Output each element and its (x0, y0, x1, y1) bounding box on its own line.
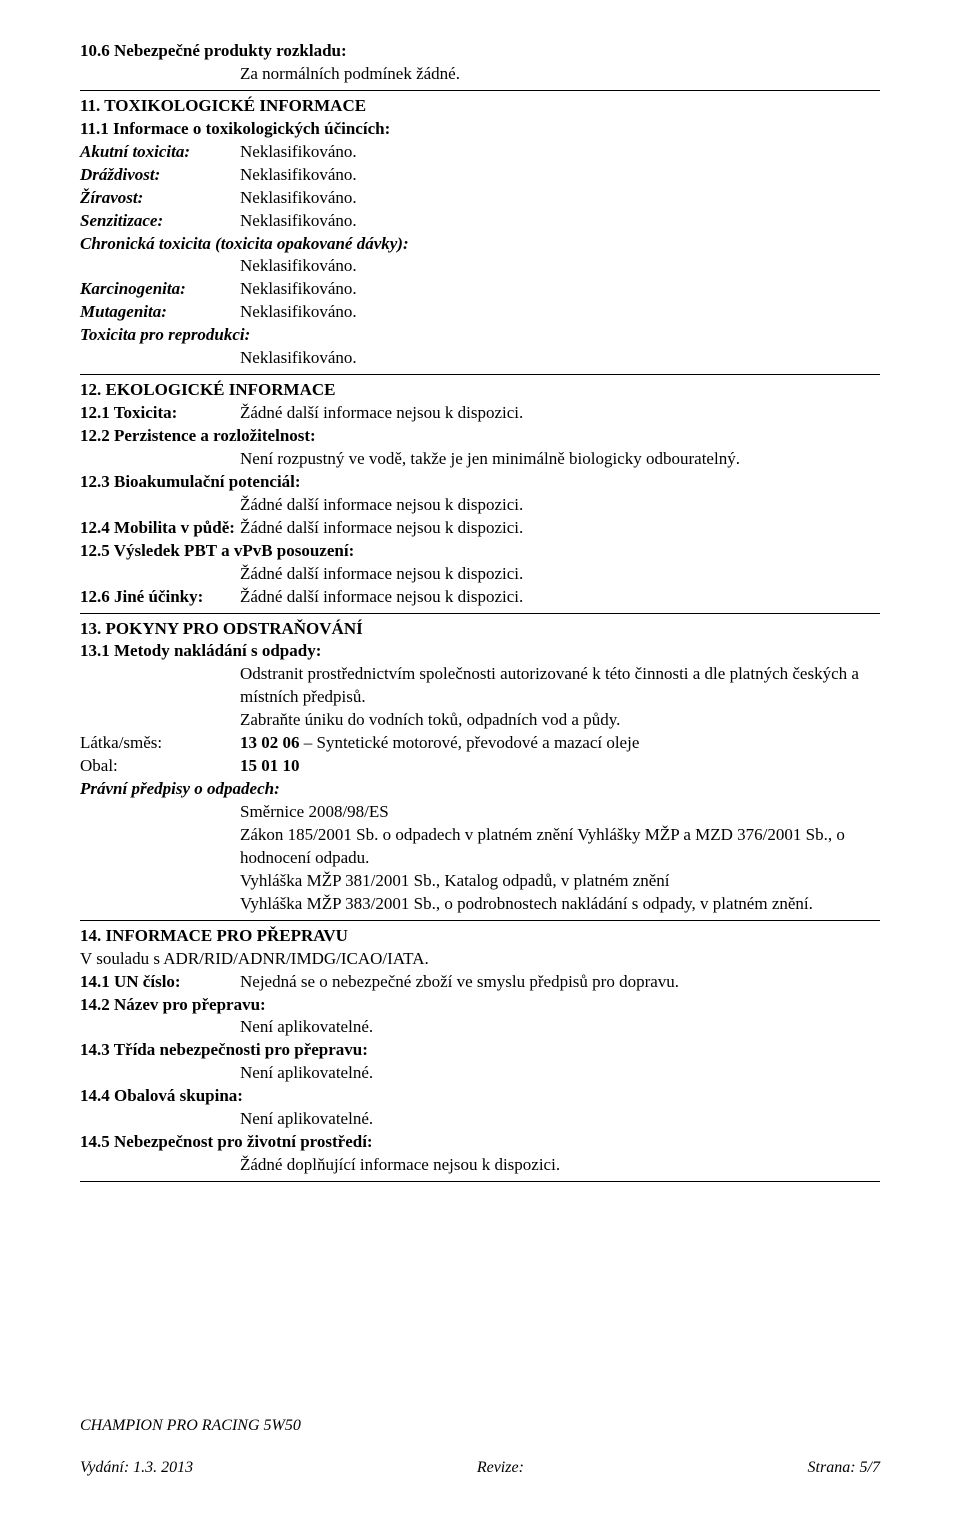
page-container: 10.6 Nebezpečné produkty rozkladu: Za no… (0, 0, 960, 1517)
s11-title: 11. TOXIKOLOGICKÉ INFORMACE (80, 95, 880, 118)
row-senzitizace: Senzitizace:Neklasifikováno. (80, 210, 880, 233)
s12-6-label: 12.6 Jiné účinky: (80, 586, 240, 609)
s14-3-label: 14.3 Třída nebezpečnosti pro přepravu: (80, 1039, 880, 1062)
latkasmes-label: Látka/směs: (80, 732, 240, 755)
senzitizace-label: Senzitizace: (80, 210, 240, 233)
s12-4-val: Žádné další informace nejsou k dispozici… (240, 518, 523, 537)
s13-title: 13. POKYNY PRO ODSTRAŇOVÁNÍ (80, 618, 880, 641)
pravni-2: Zákon 185/2001 Sb. o odpadech v platném … (80, 824, 880, 870)
footer-line: Vydání: 1.3. 2013 Revize: Strana: 5/7 (80, 1459, 880, 1477)
s14-1-label: 14.1 UN číslo: (80, 971, 240, 994)
s12-title: 12. EKOLOGICKÉ INFORMACE (80, 379, 880, 402)
s11-1-title: 11.1 Informace o toxikologických účincíc… (80, 118, 880, 141)
ziravost-val: Neklasifikováno. (240, 188, 357, 207)
s14-3-val: Není aplikovatelné. (80, 1062, 880, 1085)
s12-3-label: 12.3 Bioakumulační potenciál: (80, 471, 880, 494)
s14-5-val: Žádné doplňující informace nejsou k disp… (80, 1154, 880, 1177)
obal-val: 15 01 10 (240, 756, 300, 775)
row-akutni: Akutní toxicita:Neklasifikováno. (80, 141, 880, 164)
s12-5-val: Žádné další informace nejsou k dispozici… (80, 563, 880, 586)
footer-left: Vydání: 1.3. 2013 (80, 1459, 193, 1477)
akutni-label: Akutní toxicita: (80, 141, 240, 164)
row-12-6: 12.6 Jiné účinky:Žádné další informace n… (80, 586, 880, 609)
drazdivost-label: Dráždivost: (80, 164, 240, 187)
s14-4-val: Není aplikovatelné. (80, 1108, 880, 1131)
s10-6-title: 10.6 Nebezpečné produkty rozkladu: (80, 40, 880, 63)
divider (80, 374, 880, 375)
karcinogen-val: Neklasifikováno. (240, 279, 357, 298)
s13-1-p1: Odstranit prostřednictvím společnosti au… (80, 663, 880, 709)
divider (80, 1181, 880, 1182)
mutagen-val: Neklasifikováno. (240, 302, 357, 321)
divider (80, 613, 880, 614)
s10-6-text: Za normálních podmínek žádné. (80, 63, 880, 86)
latkasmes-text: – Syntetické motorové, převodové a mazac… (300, 733, 640, 752)
s12-1-label: 12.1 Toxicita: (80, 402, 240, 425)
s13-1-title: 13.1 Metody nakládání s odpady: (80, 640, 880, 663)
row-obal: Obal:15 01 10 (80, 755, 880, 778)
pravni-1: Směrnice 2008/98/ES (80, 801, 880, 824)
row-drazdivost: Dráždivost:Neklasifikováno. (80, 164, 880, 187)
row-mutagen: Mutagenita:Neklasifikováno. (80, 301, 880, 324)
pravni-label: Právní předpisy o odpadech: (80, 778, 880, 801)
s14-4-label: 14.4 Obalová skupina: (80, 1085, 880, 1108)
footer-right: Strana: 5/7 (808, 1459, 880, 1477)
divider (80, 920, 880, 921)
latkasmes-code: 13 02 06 (240, 733, 300, 752)
akutni-val: Neklasifikováno. (240, 142, 357, 161)
page-footer: CHAMPION PRO RACING 5W50 Vydání: 1.3. 20… (80, 1417, 880, 1477)
footer-product: CHAMPION PRO RACING 5W50 (80, 1417, 880, 1435)
s14-title: 14. INFORMACE PRO PŘEPRAVU (80, 925, 880, 948)
pravni-3: Vyhláška MŽP 381/2001 Sb., Katalog odpad… (80, 870, 880, 893)
s14-2-label: 14.2 Název pro přepravu: (80, 994, 880, 1017)
senzitizace-val: Neklasifikováno. (240, 211, 357, 230)
karcinogen-label: Karcinogenita: (80, 278, 240, 301)
s14-2-val: Není aplikovatelné. (80, 1016, 880, 1039)
s12-4-label: 12.4 Mobilita v půdě: (80, 517, 240, 540)
s12-3-val: Žádné další informace nejsou k dispozici… (80, 494, 880, 517)
footer-center: Revize: (477, 1459, 524, 1477)
row-12-1: 12.1 Toxicita:Žádné další informace nejs… (80, 402, 880, 425)
obal-label: Obal: (80, 755, 240, 778)
s12-1-val: Žádné další informace nejsou k dispozici… (240, 403, 523, 422)
toxrepro-val: Neklasifikováno. (80, 347, 880, 370)
s13-1-p2: Zabraňte úniku do vodních toků, odpadníc… (80, 709, 880, 732)
row-ziravost: Žíravost:Neklasifikováno. (80, 187, 880, 210)
row-karcinogen: Karcinogenita:Neklasifikováno. (80, 278, 880, 301)
s14-5-label: 14.5 Nebezpečnost pro životní prostředí: (80, 1131, 880, 1154)
toxrepro-label: Toxicita pro reprodukci: (80, 324, 880, 347)
s12-5-label: 12.5 Výsledek PBT a vPvB posouzení: (80, 540, 880, 563)
s12-2-label: 12.2 Perzistence a rozložitelnost: (80, 425, 880, 448)
s14-1-val: Nejedná se o nebezpečné zboží ve smyslu … (240, 972, 679, 991)
row-14-1: 14.1 UN číslo:Nejedná se o nebezpečné zb… (80, 971, 880, 994)
s12-6-val: Žádné další informace nejsou k dispozici… (240, 587, 523, 606)
s14-intro: V souladu s ADR/RID/ADNR/IMDG/ICAO/IATA. (80, 948, 880, 971)
drazdivost-val: Neklasifikováno. (240, 165, 357, 184)
divider (80, 90, 880, 91)
s12-2-val: Není rozpustný ve vodě, takže je jen min… (80, 448, 880, 471)
ziravost-label: Žíravost: (80, 187, 240, 210)
row-latkasmes: Látka/směs:13 02 06 – Syntetické motorov… (80, 732, 880, 755)
chronic-label: Chronická toxicita (toxicita opakované d… (80, 233, 880, 256)
chronic-val: Neklasifikováno. (80, 255, 880, 278)
row-12-4: 12.4 Mobilita v půdě:Žádné další informa… (80, 517, 880, 540)
pravni-4: Vyhláška MŽP 383/2001 Sb., o podrobnoste… (80, 893, 880, 916)
mutagen-label: Mutagenita: (80, 301, 240, 324)
